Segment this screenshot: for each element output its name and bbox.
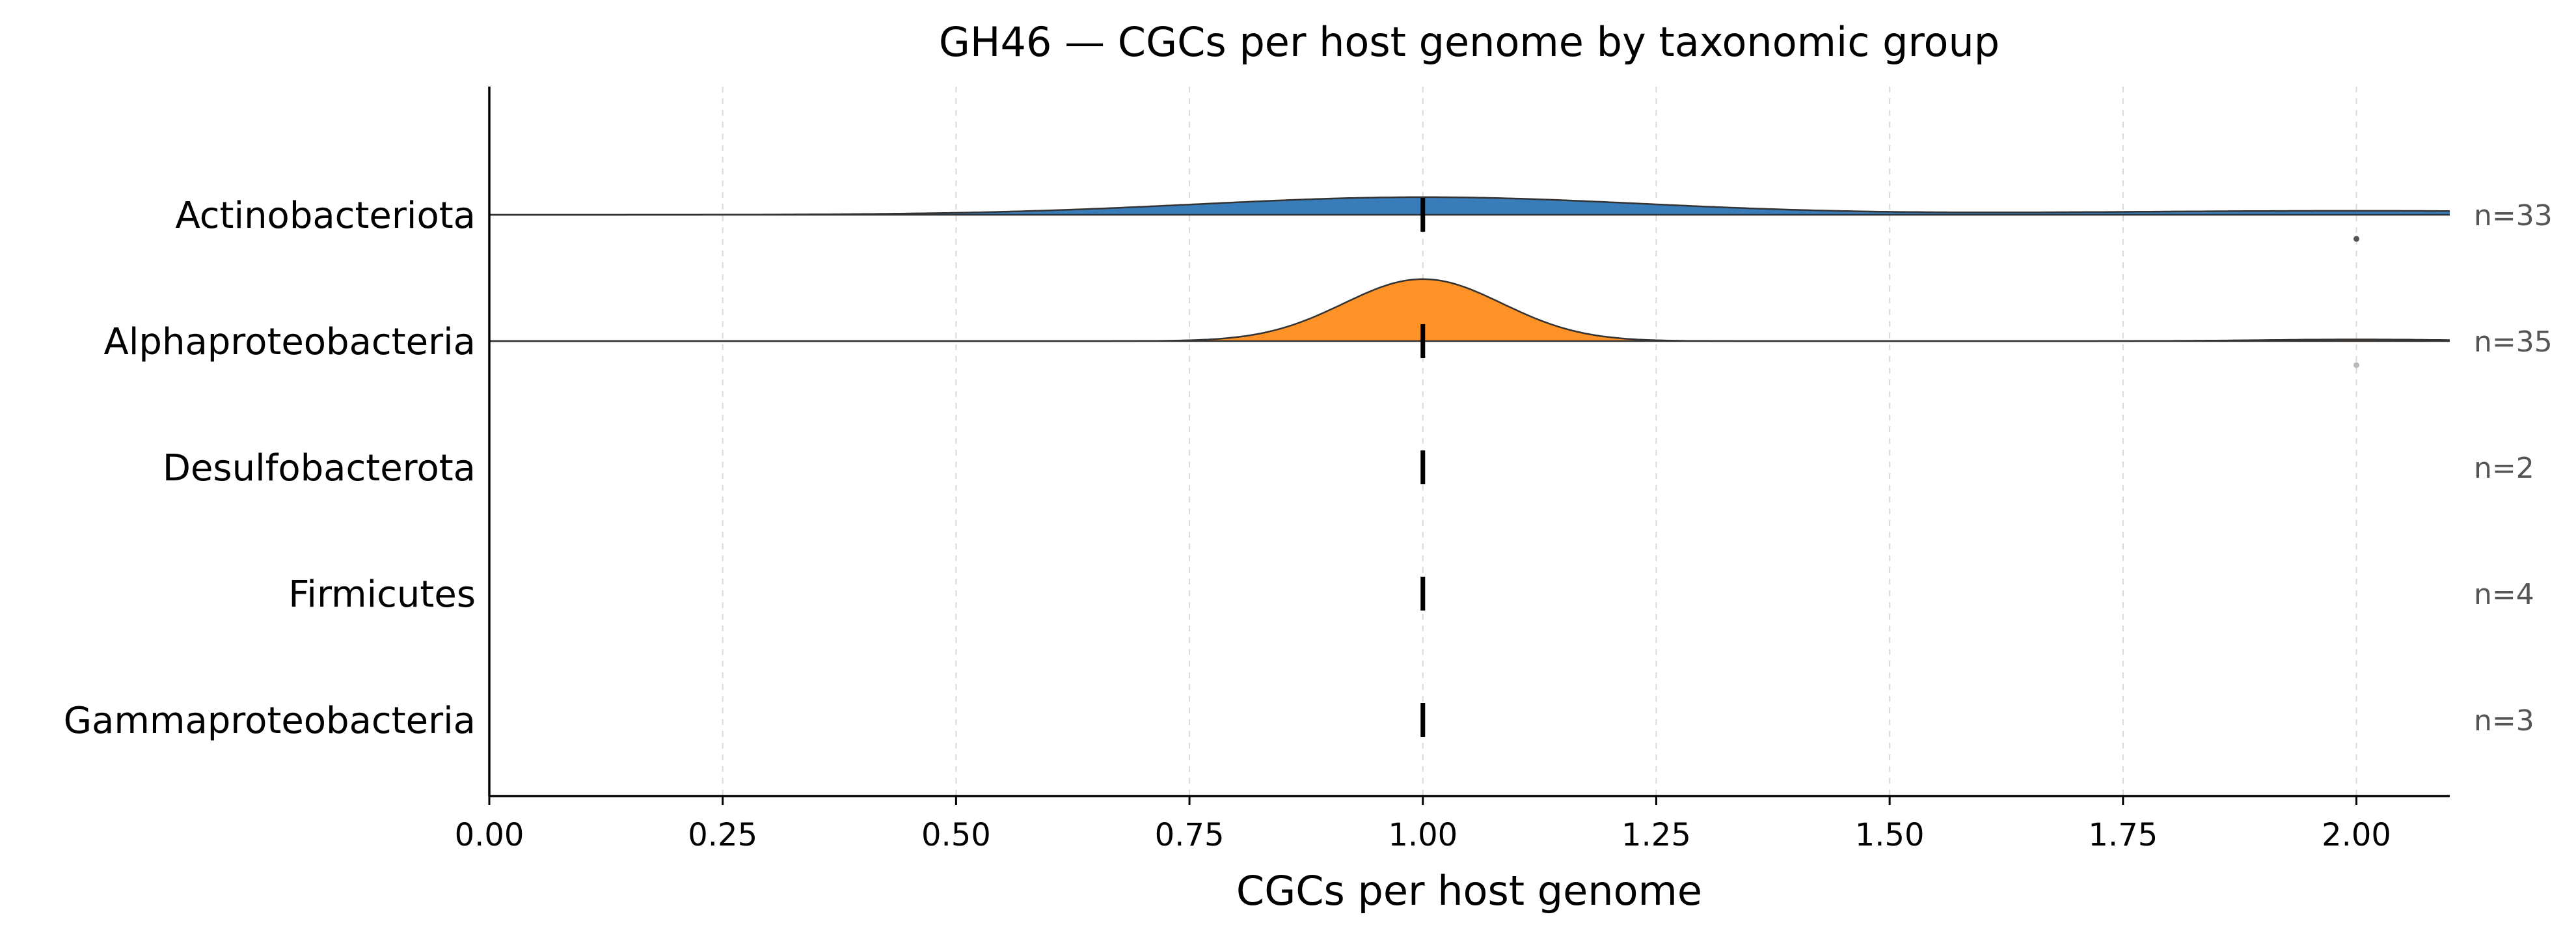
x-tick-label: 2.00 — [2322, 817, 2391, 853]
y-tick-label: Desulfobacterota — [163, 447, 476, 489]
sample-size-label: n=33 — [2474, 199, 2553, 232]
x-tick-label: 1.25 — [1621, 817, 1691, 853]
sample-size-label: n=2 — [2474, 452, 2534, 485]
x-tick-label: 1.50 — [1855, 817, 1925, 853]
x-tick-label: 1.00 — [1388, 817, 1457, 853]
sample-size-label: n=35 — [2474, 325, 2553, 359]
x-tick-label: 0.75 — [1155, 817, 1225, 853]
density-fill — [489, 197, 2450, 215]
x-ticks: 0.00 0.25 0.50 0.75 1.00 1.25 1.50 1.75 2.00 — [455, 796, 2391, 853]
density-fill — [489, 279, 2450, 341]
x-tick-label: 0.25 — [688, 817, 757, 853]
x-tick-label: 0.00 — [455, 817, 524, 853]
ridge-layer — [489, 196, 2450, 737]
ridge-alphaproteobacteria — [489, 278, 2450, 368]
x-axis-label: CGCs per host genome — [1236, 867, 1702, 915]
y-ticks: Actinobacteriota Alphaproteobacteria Desul… — [64, 195, 476, 742]
sample-size-label: n=3 — [2474, 704, 2534, 737]
chart-title: GH46 — CGCs per host genome by taxonomic… — [939, 18, 2000, 66]
y-tick-label: Gammaproteobacteria — [64, 700, 476, 742]
n-labels: n=33 n=35 n=2 n=4 n=3 — [2474, 199, 2553, 737]
ridge-actinobacteriota — [489, 196, 2450, 242]
x-tick-label: 0.50 — [921, 817, 991, 853]
y-tick-label: Alphaproteobacteria — [104, 321, 476, 363]
data-point — [2353, 362, 2360, 368]
y-tick-label: Actinobacteriota — [175, 195, 476, 237]
x-tick-label: 1.75 — [2088, 817, 2158, 853]
sample-size-label: n=4 — [2474, 578, 2534, 611]
data-point — [2353, 236, 2360, 242]
y-tick-label: Firmicutes — [288, 573, 476, 616]
